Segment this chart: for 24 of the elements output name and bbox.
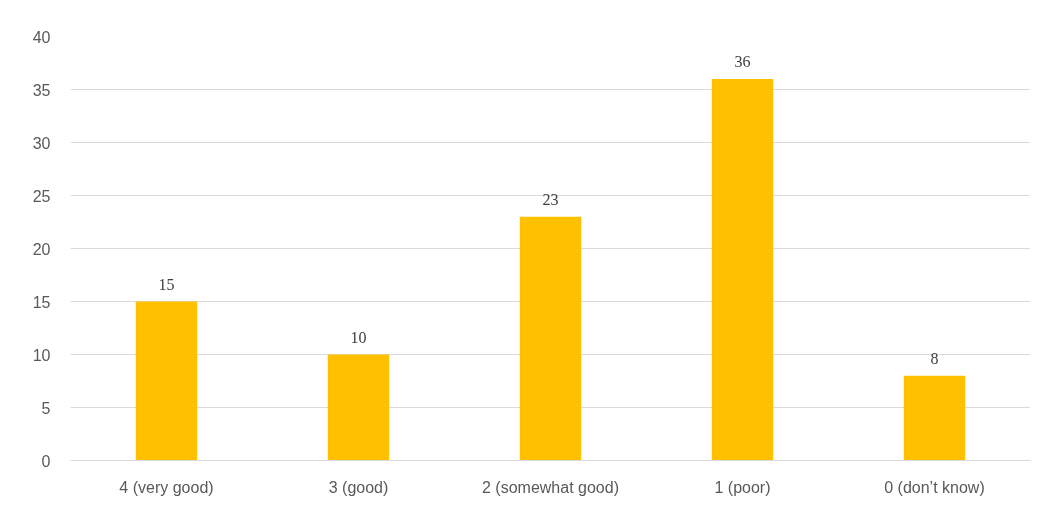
y-tick-label: 0 [41, 452, 51, 470]
x-tick-label: 4 (very good) [119, 478, 214, 496]
data-label: 15 [158, 275, 175, 293]
y-tick-label: 10 [32, 346, 51, 364]
bar [711, 78, 774, 461]
data-label: 8 [930, 349, 939, 367]
y-tick-label: 20 [32, 240, 51, 258]
bar [327, 354, 390, 461]
data-label: 23 [542, 190, 559, 208]
x-tick-label: 0 (don’t know) [884, 478, 985, 496]
y-tick-label: 5 [41, 399, 51, 417]
y-tick-label: 35 [32, 81, 51, 99]
y-tick-label: 25 [32, 187, 51, 205]
x-tick-label: 2 (somewhat good) [482, 478, 619, 496]
x-tick-label: 3 (good) [328, 478, 389, 496]
data-label: 36 [734, 52, 751, 70]
bar [135, 301, 198, 461]
y-tick-label: 30 [32, 134, 51, 152]
data-label: 10 [350, 328, 367, 346]
bar [903, 375, 966, 461]
y-tick-label: 15 [32, 293, 51, 311]
y-tick-label: 40 [32, 28, 51, 46]
bar [519, 216, 582, 461]
x-tick-label: 1 (poor) [714, 478, 771, 496]
